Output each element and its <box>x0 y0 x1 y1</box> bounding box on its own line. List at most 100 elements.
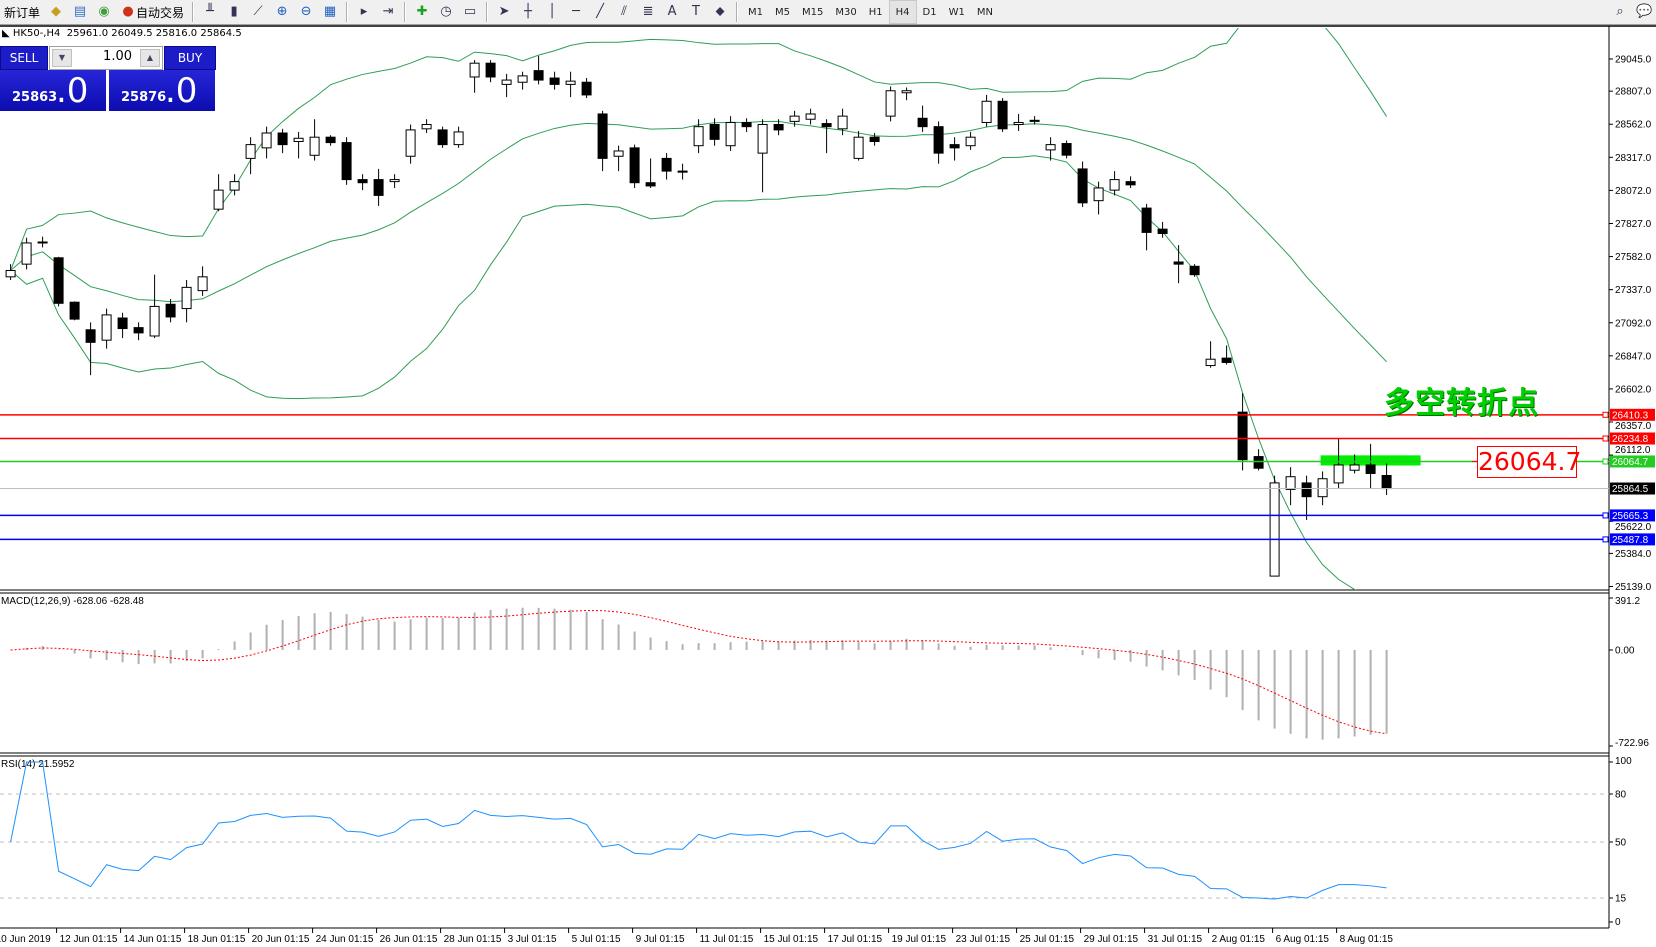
trendline-button[interactable]: ╱ <box>588 1 612 23</box>
bear-candle[interactable] <box>325 136 336 144</box>
horizontal-line-button[interactable]: ─ <box>564 1 588 23</box>
bull-candle[interactable] <box>1285 476 1296 490</box>
timeframe-mn[interactable]: MN <box>976 6 993 18</box>
bear-candle[interactable] <box>933 126 944 154</box>
bull-candle[interactable] <box>149 305 160 337</box>
chart-shift-button[interactable]: ▸ <box>352 1 376 23</box>
bear-candle[interactable] <box>485 62 496 78</box>
fibonacci-button[interactable]: ≣ <box>636 1 660 23</box>
bear-candle[interactable] <box>661 157 672 172</box>
bear-candle[interactable] <box>1125 181 1136 186</box>
bear-candle[interactable] <box>1141 207 1152 233</box>
bull-candle[interactable] <box>197 276 208 292</box>
bear-candle[interactable] <box>1157 228 1168 234</box>
zoom-in-button[interactable]: ⊕ <box>270 1 294 23</box>
bull-candle[interactable] <box>885 90 896 117</box>
bear-candle[interactable] <box>821 123 832 128</box>
timeframe-d1[interactable]: D1 <box>922 6 937 18</box>
bar-chart-button[interactable]: ╨ <box>198 1 222 23</box>
metaeditor-button[interactable]: ◆ <box>44 1 68 23</box>
bear-candle[interactable] <box>1365 464 1376 474</box>
bull-candle[interactable] <box>389 179 400 183</box>
bear-candle[interactable] <box>1237 411 1248 461</box>
bear-candle[interactable] <box>117 317 128 330</box>
signals-button[interactable]: ◉ <box>92 1 116 23</box>
timeframe-h1[interactable]: H1 <box>868 6 883 18</box>
bull-candle[interactable] <box>1093 187 1104 202</box>
bear-candle[interactable] <box>341 142 352 181</box>
bear-candle[interactable] <box>1253 456 1264 469</box>
bull-candle[interactable] <box>965 136 976 147</box>
bear-candle[interactable] <box>1061 143 1072 156</box>
bull-candle[interactable] <box>693 126 704 147</box>
bull-candle[interactable] <box>517 75 528 83</box>
level-marker[interactable] <box>1602 458 1609 465</box>
collapse-triangle-icon[interactable]: ◣ <box>2 28 10 39</box>
timeframe-m15[interactable]: M15 <box>802 6 824 18</box>
bear-candle[interactable] <box>581 81 592 96</box>
bear-candle[interactable] <box>741 121 752 128</box>
bear-candle[interactable] <box>1189 265 1200 276</box>
volume-up-button[interactable]: ▲ <box>140 49 160 67</box>
timeframe-m1[interactable]: M1 <box>748 6 764 18</box>
crosshair-button[interactable]: ┼ <box>516 1 540 23</box>
autoscroll-button[interactable]: ⇥ <box>376 1 400 23</box>
bull-candle[interactable] <box>453 131 464 146</box>
bull-candle[interactable] <box>293 137 304 143</box>
bear-candle[interactable] <box>997 100 1008 130</box>
bull-candle[interactable] <box>757 123 768 154</box>
bear-candle[interactable] <box>645 182 656 187</box>
level-marker[interactable] <box>1602 411 1609 418</box>
cursor-button[interactable]: ➤ <box>492 1 516 23</box>
bull-candle[interactable] <box>5 269 16 278</box>
bull-candle[interactable] <box>853 136 864 159</box>
bull-candle[interactable] <box>501 79 512 85</box>
bear-candle[interactable] <box>165 303 176 318</box>
bull-candle[interactable] <box>101 314 112 341</box>
bear-candle[interactable] <box>773 123 784 131</box>
bull-candle[interactable] <box>245 144 256 159</box>
bull-candle[interactable] <box>1317 478 1328 498</box>
bull-candle[interactable] <box>981 100 992 123</box>
bull-candle[interactable] <box>229 181 240 191</box>
templates-button[interactable]: ▭ <box>458 1 482 23</box>
level-marker[interactable] <box>1602 512 1609 519</box>
search-button[interactable]: ⌕ <box>1608 1 1632 23</box>
bull-candle[interactable] <box>901 90 912 94</box>
bear-candle[interactable] <box>949 144 960 149</box>
chat-button[interactable]: 💬 <box>1632 1 1656 23</box>
bull-candle[interactable] <box>1045 144 1056 151</box>
bull-candle[interactable] <box>613 150 624 157</box>
bear-candle[interactable] <box>533 70 544 81</box>
candlestick-button[interactable]: ▮ <box>222 1 246 23</box>
bear-candle[interactable] <box>437 129 448 146</box>
bear-candle[interactable] <box>597 113 608 159</box>
auto-trading-button[interactable]: ● 自动交易 <box>116 1 188 23</box>
level-marker[interactable] <box>1602 435 1609 442</box>
bear-candle[interactable] <box>869 136 880 143</box>
bear-candle[interactable] <box>549 77 560 85</box>
bear-candle[interactable] <box>133 327 144 334</box>
timeframe-w1[interactable]: W1 <box>948 6 965 18</box>
bull-candle[interactable] <box>805 113 816 120</box>
timeframe-m30[interactable]: M30 <box>835 6 857 18</box>
indicators-button[interactable]: ✚ <box>410 1 434 23</box>
bull-candle[interactable] <box>1013 121 1024 125</box>
volume-down-button[interactable]: ▼ <box>52 49 72 67</box>
bull-candle[interactable] <box>1109 179 1120 191</box>
bull-candle[interactable] <box>1269 482 1280 577</box>
bear-candle[interactable] <box>1173 261 1184 265</box>
timeframe-m5[interactable]: M5 <box>775 6 791 18</box>
annotation-text[interactable]: 多空转折点 <box>1384 386 1539 421</box>
vertical-line-button[interactable]: │ <box>540 1 564 23</box>
timeframe-h4[interactable]: H4 <box>888 0 917 24</box>
bear-candle[interactable] <box>1221 357 1232 363</box>
pivot-level-label[interactable]: 26064.7 <box>1477 446 1582 478</box>
navigator-button[interactable]: ▤ <box>68 1 92 23</box>
bull-candle[interactable] <box>261 132 272 149</box>
line-chart-button[interactable]: ⟋ <box>246 1 270 23</box>
sell-button[interactable]: SELL <box>0 46 48 70</box>
zoom-out-button[interactable]: ⊖ <box>294 1 318 23</box>
volume-input[interactable]: 1.00 <box>103 49 132 64</box>
